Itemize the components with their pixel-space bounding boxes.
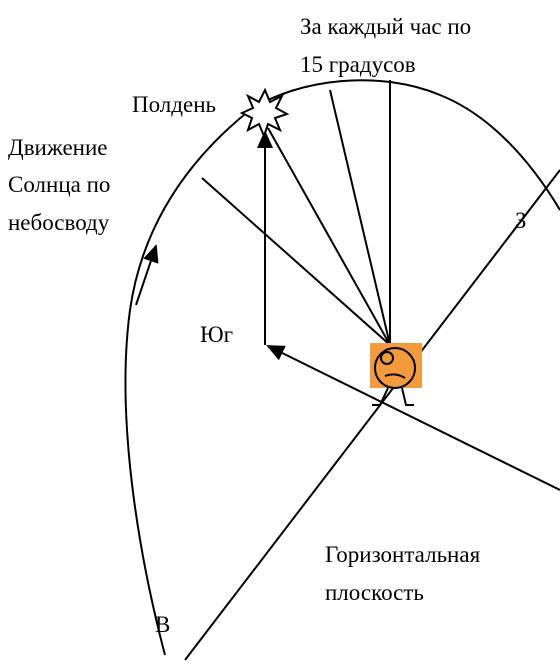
south-label: Юг	[200, 322, 233, 347]
noon-label: Полдень	[132, 92, 216, 117]
motion-label: Солнца по	[8, 172, 110, 197]
person	[370, 343, 422, 405]
sky-arc	[125, 80, 560, 655]
motion-label: небосводу	[8, 210, 110, 235]
arc-arrow	[136, 246, 156, 305]
diagram: За каждый час по 15 градусов Полдень Дви…	[0, 0, 560, 663]
plane-label: Горизонтальная	[325, 542, 481, 567]
ray	[268, 128, 390, 345]
sun	[242, 90, 287, 136]
plane-label: плоскость	[325, 580, 424, 605]
page: За каждый час по 15 градусов Полдень Дви…	[0, 0, 560, 663]
hour-caption: За каждый час по	[300, 14, 471, 39]
east-label: В	[155, 612, 170, 637]
motion-label: Движение	[8, 135, 107, 160]
hour-caption: 15 градусов	[300, 52, 416, 77]
ray	[330, 90, 390, 345]
west-label: З	[515, 208, 527, 233]
ray	[202, 178, 390, 345]
